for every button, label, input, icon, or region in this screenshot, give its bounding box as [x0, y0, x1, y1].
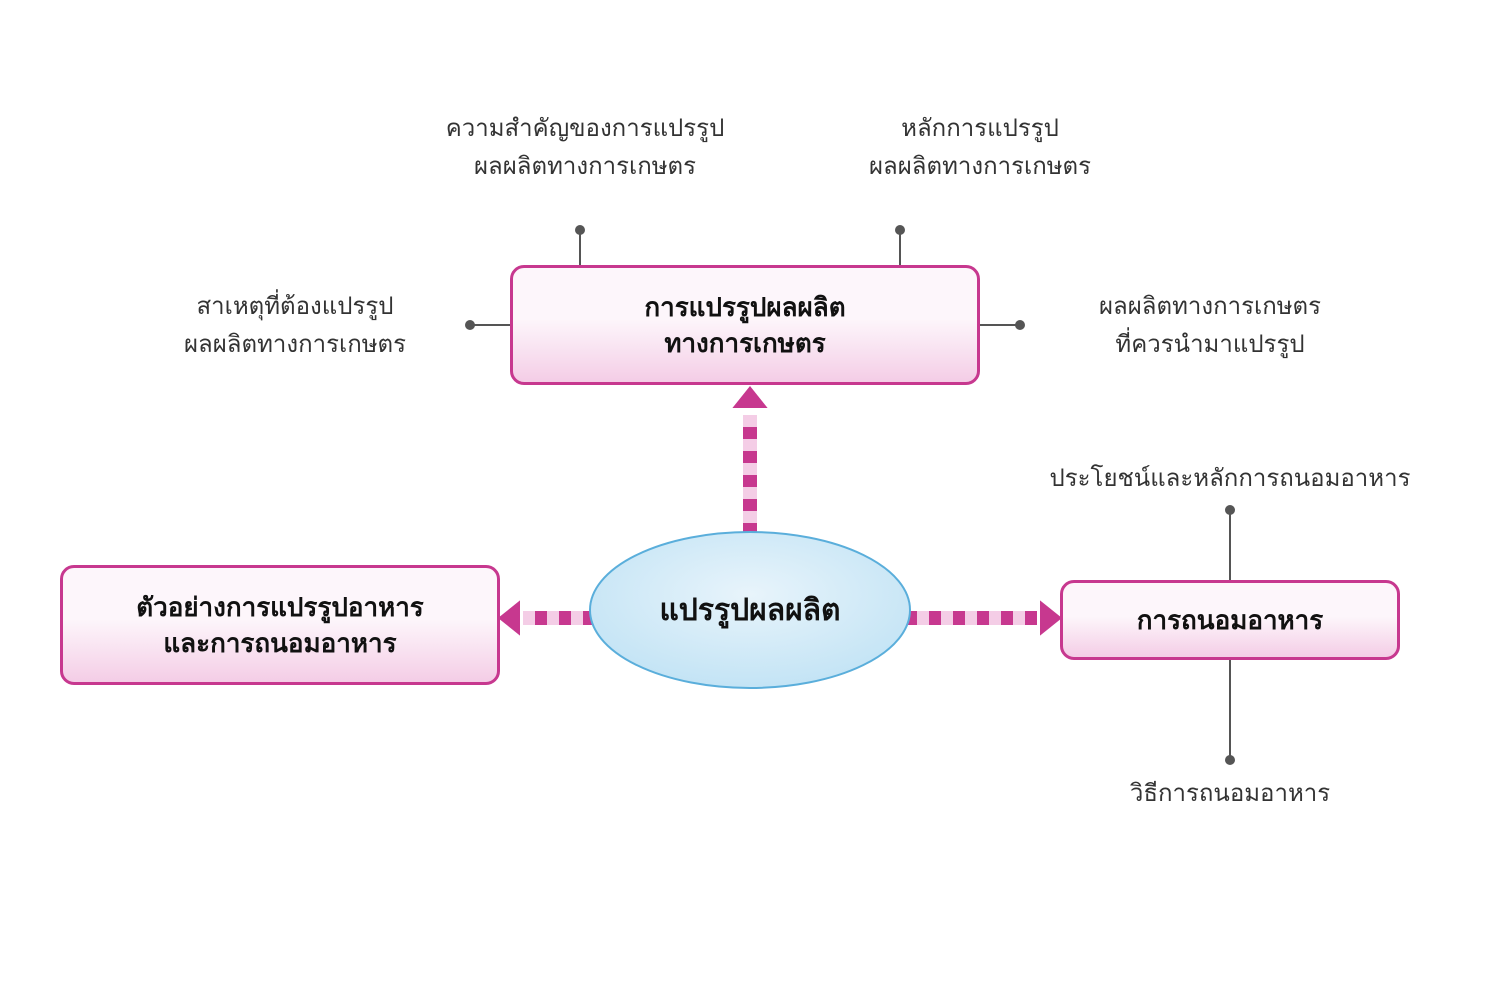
leaf-importance: ความสำคัญของการแปรรูป ผลผลิตทางการเกษตร — [335, 110, 835, 187]
node-agri-processing: การแปรรูปผลผลิต ทางการเกษตร — [510, 265, 980, 385]
node-food-preservation: การถนอมอาหาร — [1060, 580, 1400, 660]
leaf-principles: หลักการแปรรูป ผลผลิตทางการเกษตร — [780, 110, 1180, 187]
leaf-reasons: สาเหตุที่ต้องแปรรูป ผลผลิตทางการเกษตร — [120, 288, 470, 365]
node-examples: ตัวอย่างการแปรรูปอาหาร และการถนอมอาหาร — [60, 565, 500, 685]
leaf-preserve-methods: วิธีการถนอมอาหาร — [1080, 775, 1380, 813]
mindmap-canvas: แปรรูปผลผลิต การแปรรูปผลผลิต ทางการเกษตร… — [0, 0, 1500, 1000]
leaf-preserve-benefits: ประโยชน์และหลักการถนอมอาหาร — [990, 460, 1470, 498]
center-node: แปรรูปผลผลิต — [590, 532, 910, 688]
leaf-products: ผลผลิตทางการเกษตร ที่ควรนำมาแปรรูป — [1030, 288, 1390, 365]
